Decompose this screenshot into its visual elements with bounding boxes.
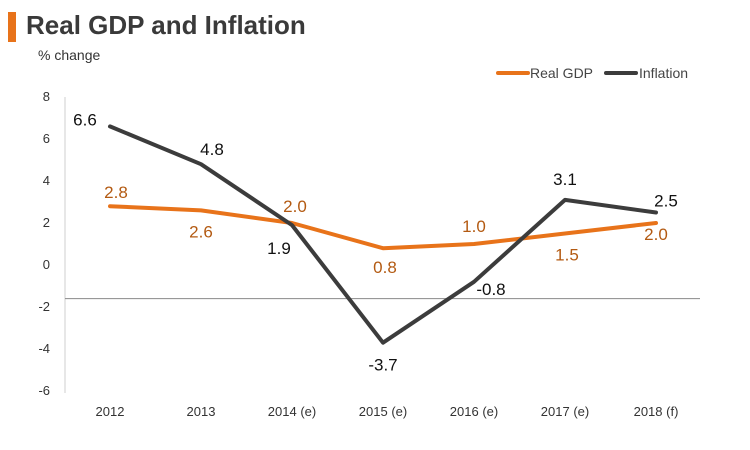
data-label-real-gdp: 1.5 <box>555 246 579 265</box>
data-label-inflation: 1.9 <box>267 239 291 258</box>
chart-legend: Real GDP Inflation <box>496 65 688 81</box>
data-label-inflation: 6.6 <box>73 110 97 129</box>
legend-label: Real GDP <box>530 65 593 81</box>
x-tick-label: 2012 <box>96 404 125 419</box>
data-label-inflation: -3.7 <box>368 356 397 375</box>
data-label-inflation: 2.5 <box>654 192 678 211</box>
data-label-real-gdp: 2.8 <box>104 183 128 202</box>
y-tick-label: -2 <box>38 299 50 314</box>
x-tick-label: 2016 (e) <box>450 404 498 419</box>
data-label-real-gdp: 2.0 <box>283 197 307 216</box>
data-label-real-gdp: 0.8 <box>373 258 397 277</box>
y-tick-label: 6 <box>43 131 50 146</box>
y-tick-label: 0 <box>43 257 50 272</box>
data-label-real-gdp: 2.0 <box>644 225 668 244</box>
data-label-inflation: 4.8 <box>200 140 224 159</box>
data-label-real-gdp: 1.0 <box>462 217 486 236</box>
x-tick-label: 2014 (e) <box>268 404 316 419</box>
title-accent-bar <box>8 12 16 42</box>
chart-series: 2.8 2.6 2.0 0.8 1.0 1.5 2.0 6.6 4.8 1.9 -3.7 -0.8 3.… <box>73 110 678 374</box>
data-label-inflation: 3.1 <box>553 170 577 189</box>
data-label-real-gdp: 2.6 <box>189 222 213 241</box>
y-tick-label: 4 <box>43 173 50 188</box>
y-tick-label: 2 <box>43 215 50 230</box>
series-line-inflation <box>108 124 658 345</box>
chart-subtitle: % change <box>38 47 101 63</box>
chart-axes: 8 6 4 2 0 -2 -4 -6 2012 2013 2014 (e) 2015 (e) 2016 … <box>38 89 700 419</box>
chart-title: Real GDP and Inflation <box>26 10 306 40</box>
data-label-inflation: -0.8 <box>476 280 505 299</box>
series-line-real-gdp <box>108 204 658 251</box>
x-tick-label: 2018 (f) <box>634 404 679 419</box>
x-tick-label: 2013 <box>187 404 216 419</box>
x-tick-label: 2017 (e) <box>541 404 589 419</box>
x-tick-label: 2015 (e) <box>359 404 407 419</box>
legend-label: Inflation <box>639 65 688 81</box>
y-tick-label: -6 <box>38 383 50 398</box>
y-tick-label: 8 <box>43 89 50 104</box>
y-tick-label: -4 <box>38 341 50 356</box>
